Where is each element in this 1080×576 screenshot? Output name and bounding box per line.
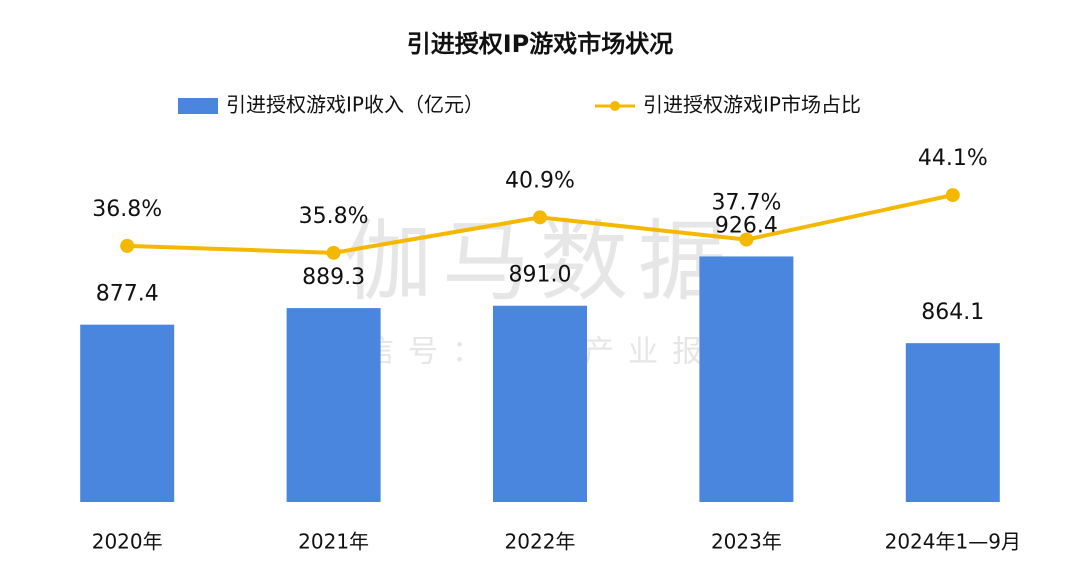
data-label: 891.0: [509, 263, 572, 288]
bar: [286, 308, 381, 502]
legend-swatch: [178, 98, 218, 114]
data-label: 877.4: [96, 282, 159, 307]
data-label: 36.8%: [92, 197, 162, 222]
line-point: [533, 210, 547, 225]
legend-label: 引进授权游戏IP市场占比: [643, 93, 861, 117]
x-tick-label: 2024年1—9月: [885, 530, 1021, 554]
legend-swatch: [610, 101, 620, 111]
data-label: 35.8%: [299, 204, 369, 229]
watermark: 伽马数据: [344, 210, 736, 313]
line-point: [120, 238, 135, 253]
line-point: [326, 245, 341, 260]
x-tick-label: 2020年: [92, 530, 163, 554]
data-label: 864.1: [921, 300, 984, 325]
bar: [905, 343, 1000, 502]
x-tick-label: 2021年: [298, 530, 369, 554]
bar: [493, 305, 587, 502]
x-tick-label: 2022年: [505, 530, 576, 554]
data-label: 44.1%: [918, 146, 988, 171]
data-label: 40.9%: [505, 168, 575, 193]
legend-label: 引进授权游戏IP收入（亿元）: [226, 93, 484, 117]
bar: [80, 324, 175, 502]
data-label: 37.7%: [711, 191, 781, 216]
x-tick-label: 2023年: [711, 530, 782, 554]
line-point: [945, 188, 960, 203]
data-label: 889.3: [302, 265, 365, 290]
chart-title: 引进授权IP游戏市场状况: [407, 30, 674, 58]
line-point: [739, 232, 754, 247]
bar: [699, 256, 794, 502]
